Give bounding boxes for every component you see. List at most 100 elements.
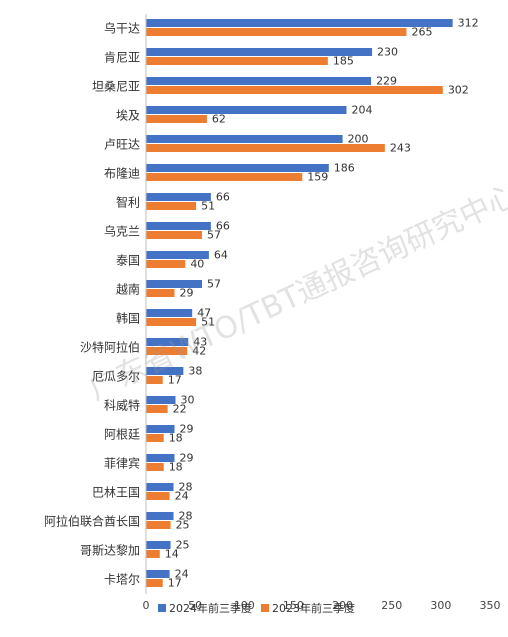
data-label: 51 [201,200,215,213]
bar-series-2 [146,57,328,65]
bar-series-2 [146,521,171,529]
category-label: 埃及 [116,109,140,123]
data-label: 38 [188,365,202,378]
bar-series-1 [146,280,203,288]
legend-label-2: 2023年前三季度 [272,601,355,615]
data-label: 243 [390,142,411,155]
bar-series-1 [146,541,171,549]
data-label: 159 [307,171,328,184]
bar-series-2 [146,347,188,355]
data-label: 66 [216,220,230,233]
bar-series-1 [146,396,176,404]
data-label: 42 [192,345,206,358]
data-label: 312 [458,17,479,30]
data-label: 47 [197,307,211,320]
category-label: 越南 [116,282,140,297]
bar-series-1 [146,338,189,346]
bar-series-2 [146,144,385,152]
category-label: 菲律宾 [104,456,140,471]
category-label: 布隆迪 [104,166,140,181]
data-label: 64 [214,249,228,262]
category-label: 卡塔尔 [104,572,140,587]
data-label: 25 [176,539,190,552]
category-label: 韩国 [116,311,140,326]
data-label: 25 [176,519,190,532]
bar-series-1 [146,48,373,56]
bar-series-1 [146,483,174,491]
bar-series-1 [146,164,329,172]
data-label: 265 [411,26,432,39]
bar-series-2 [146,376,163,384]
bar-series-1 [146,77,372,85]
bar-series-2 [146,86,443,94]
bar-series-2 [146,434,164,442]
x-tick-label: 250 [381,599,402,612]
data-label: 24 [175,568,189,581]
bar-series-2 [146,550,160,558]
data-label: 230 [377,46,398,59]
data-label: 29 [180,423,194,436]
category-label: 哥斯达黎加 [80,544,140,558]
category-label: 乌干达 [104,21,140,36]
data-label: 186 [334,162,355,175]
bar-series-1 [146,367,184,375]
data-label: 302 [448,84,469,97]
data-label: 17 [168,577,182,590]
data-label: 185 [333,55,354,68]
data-label: 40 [190,258,204,271]
data-label: 66 [216,191,230,204]
bar-series-2 [146,202,197,210]
bar-series-1 [146,19,453,27]
bar-series-1 [146,251,209,259]
bar-series-2 [146,28,407,36]
bar-series-2 [146,579,163,587]
data-label: 62 [212,113,226,126]
data-label: 28 [179,481,193,494]
data-label: 229 [376,75,397,88]
data-label: 204 [352,104,373,117]
category-label: 肯尼亚 [104,51,140,65]
bar-series-2 [146,173,303,181]
bar-series-1 [146,425,175,433]
bar-series-2 [146,231,203,239]
data-label: 51 [201,316,215,329]
bar-series-1 [146,222,211,230]
category-label: 科威特 [104,398,140,413]
bar-series-1 [146,106,347,114]
bar-series-2 [146,115,207,123]
x-tick-label: 300 [430,599,451,612]
legend: 2024年前三季度 2023年前三季度 [158,601,355,615]
bar-series-1 [146,512,174,520]
category-label: 乌克兰 [104,224,140,239]
category-label: 泰国 [116,254,140,268]
bar-series-1 [146,309,193,317]
x-tick-label: 100 [234,599,255,612]
bar-series-1 [146,454,175,462]
data-label: 57 [207,278,221,291]
data-label: 30 [180,394,194,407]
data-label: 29 [180,287,194,300]
legend-swatch-1 [158,604,166,612]
data-label: 18 [169,461,183,474]
bar-series-1 [146,193,211,201]
data-label: 17 [168,374,182,387]
x-tick-label: 0 [143,599,150,612]
legend-swatch-2 [261,604,269,612]
bar-series-2 [146,260,186,268]
category-label: 阿拉伯联合酋长国 [44,514,140,529]
legend-label-1: 2024年前三季度 [169,601,252,615]
data-label: 200 [348,133,369,146]
bar-series-2 [146,405,168,413]
data-label: 29 [180,452,194,465]
data-label: 14 [165,548,179,561]
x-tick-label: 200 [332,599,353,612]
bar-series-1 [146,135,343,143]
category-label: 沙特阿拉伯 [80,340,140,355]
category-label: 智利 [116,195,140,210]
bar-series-1 [146,570,170,578]
category-label: 阿根廷 [104,428,140,442]
bar-series-2 [146,289,175,297]
data-label: 57 [207,229,221,242]
